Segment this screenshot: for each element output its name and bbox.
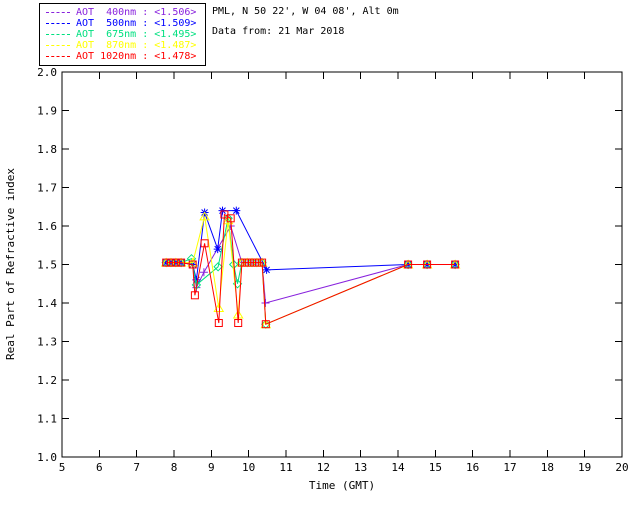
y-axis-label: Real Part of Refractive index (4, 168, 17, 360)
series-aot-870nm (160, 211, 461, 329)
svg-text:12: 12 (317, 461, 330, 474)
svg-text:20: 20 (615, 461, 628, 474)
svg-text:18: 18 (541, 461, 554, 474)
legend-line-sample (46, 34, 70, 35)
header-location: PML, N 50 22', W 04 08', Alt 0m (212, 6, 399, 17)
svg-text:13: 13 (354, 461, 367, 474)
svg-text:1.6: 1.6 (37, 220, 57, 233)
series-aot-1020nm (162, 210, 460, 329)
legend-item-0: AOT 400nm : <1.506> (46, 7, 203, 18)
svg-text:15: 15 (429, 461, 442, 474)
svg-text:1.8: 1.8 (37, 143, 57, 156)
svg-text:1.7: 1.7 (37, 182, 57, 195)
legend-item-4: AOT 1020nm : <1.478> (46, 51, 203, 62)
legend-label: AOT 675nm : <1.495> (76, 29, 197, 40)
svg-text:10: 10 (242, 461, 255, 474)
legend-line-sample (46, 23, 70, 24)
y-ticks (62, 71, 622, 458)
svg-text:14: 14 (391, 461, 405, 474)
svg-text:1.0: 1.0 (37, 451, 57, 464)
svg-text:6: 6 (96, 461, 103, 474)
svg-text:9: 9 (208, 461, 215, 474)
svg-text:16: 16 (466, 461, 479, 474)
tick-labels: 5 6 7 8 9 10 11 12 13 14 15 16 17 18 19 20 1.0 1.1 1.2 1.3 1… (37, 66, 629, 474)
legend-line-sample (46, 12, 70, 13)
svg-text:5: 5 (59, 461, 66, 474)
svg-text:1.2: 1.2 (37, 374, 57, 387)
svg-text:8: 8 (171, 461, 178, 474)
x-ticks (61, 72, 623, 457)
svg-text:17: 17 (503, 461, 516, 474)
svg-text:7: 7 (133, 461, 140, 474)
legend-line-sample (46, 56, 70, 57)
legend-box: AOT 400nm : <1.506> AOT 500nm : <1.509> AO… (39, 3, 206, 66)
legend-item-3: AOT 870nm : <1.487> (46, 40, 203, 51)
legend-label: AOT 870nm : <1.487> (76, 40, 197, 51)
legend-label: AOT 400nm : <1.506> (76, 7, 197, 18)
legend-label: AOT 1020nm : <1.478> (76, 51, 197, 62)
svg-text:1.4: 1.4 (37, 297, 57, 310)
legend-item-1: AOT 500nm : <1.509> (46, 18, 203, 29)
svg-text:1.1: 1.1 (37, 413, 57, 426)
x-axis-label: Time (GMT) (309, 479, 375, 492)
svg-text:1.3: 1.3 (37, 336, 57, 349)
svg-text:1.9: 1.9 (37, 105, 57, 118)
header-date: Data from: 21 Mar 2018 (212, 26, 345, 37)
svg-text:11: 11 (279, 461, 292, 474)
legend-label: AOT 500nm : <1.509> (76, 18, 197, 29)
legend-line-sample (46, 45, 70, 46)
legend-item-2: AOT 675nm : <1.495> (46, 29, 203, 40)
svg-text:2.0: 2.0 (37, 66, 57, 79)
svg-text:1.5: 1.5 (37, 259, 57, 272)
axes (61, 71, 623, 458)
svg-text:19: 19 (578, 461, 591, 474)
